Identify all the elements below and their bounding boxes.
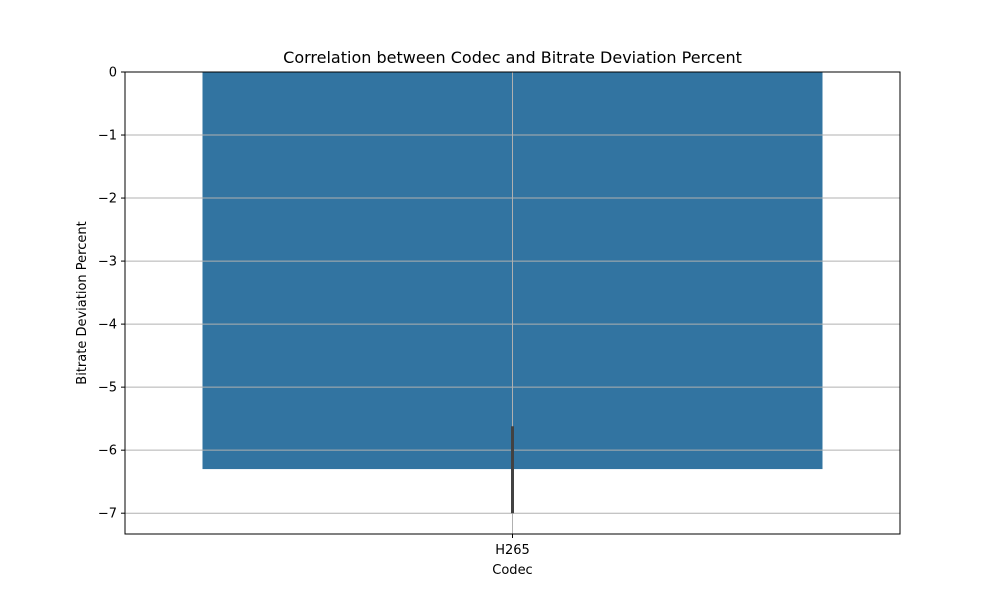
y-tick-label: −5 xyxy=(98,381,117,396)
y-tick-label: −3 xyxy=(98,255,117,270)
y-axis-label: Bitrate Deviation Percent xyxy=(75,221,90,384)
y-ticks: 0 −1 −2 −3 −4 −5 −6 −7 xyxy=(98,66,125,522)
y-tick-label: −6 xyxy=(98,444,117,459)
y-tick-label: −2 xyxy=(98,192,117,207)
y-tick-label: −4 xyxy=(98,318,117,333)
x-axis-label: Codec xyxy=(492,563,532,578)
y-tick-label: −1 xyxy=(98,129,117,144)
y-tick-label: −7 xyxy=(98,507,117,522)
x-ticks: H265 xyxy=(495,534,530,558)
chart-title: Correlation between Codec and Bitrate De… xyxy=(283,48,742,67)
x-tick-label: H265 xyxy=(495,543,530,558)
y-tick-label: 0 xyxy=(109,66,117,81)
